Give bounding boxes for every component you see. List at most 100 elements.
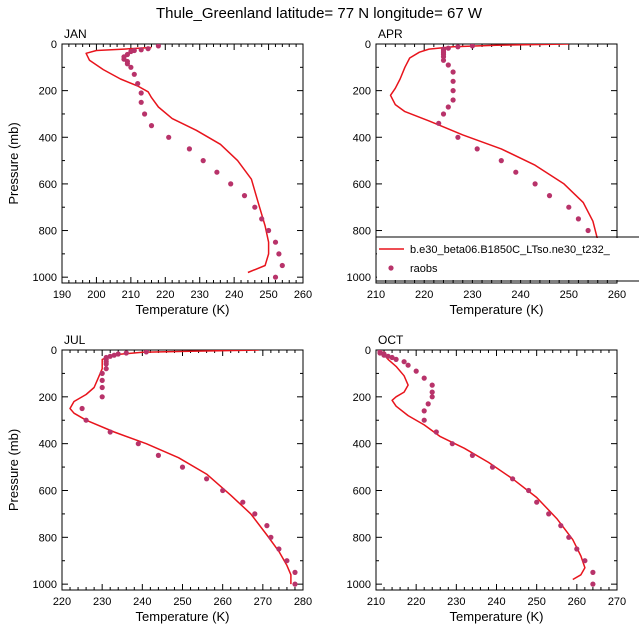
raobs-point (128, 64, 134, 70)
raobs-point (123, 350, 129, 356)
raobs-point (138, 47, 144, 53)
raobs-point (124, 61, 130, 67)
raobs-point (103, 366, 109, 372)
y-tick-label: 0 (51, 345, 57, 357)
x-tick-label: 250 (173, 596, 191, 608)
raobs-point (131, 71, 137, 77)
raobs-point (450, 97, 456, 103)
raobs-point (469, 44, 475, 49)
x-tick-label: 230 (191, 289, 209, 301)
y-tick-label: 400 (39, 132, 57, 144)
raobs-point (292, 569, 298, 576)
raobs-point (138, 90, 144, 96)
chart-panel-jan: 190 200 210 220 230 240 250 260 0 200 400 600 800 100… (6, 27, 312, 317)
chart-panel-oct: 210 220 230 240 250 260 270 0 200 400 600 800 1000 OC… (347, 333, 627, 624)
raobs-point (115, 351, 121, 357)
y-tick-label: 1000 (347, 579, 371, 591)
x-axis-title: Temperature (K) (136, 302, 230, 317)
raobs-point (469, 452, 475, 458)
raobs-point (142, 111, 148, 117)
raobs-point (241, 193, 248, 199)
y-tick-label: 400 (39, 439, 57, 451)
chart-panel-jul: 220 230 240 250 260 270 280 0 200 400 600 800 1000 JU… (6, 333, 312, 624)
raobs-point (389, 354, 395, 361)
raobs-point (103, 361, 109, 367)
x-tick-label: 230 (93, 596, 111, 608)
raobs-point (145, 46, 151, 52)
raobs-point (498, 158, 504, 164)
raobs-point (99, 370, 105, 376)
raobs-point (489, 464, 496, 470)
legend-bg (377, 238, 639, 280)
x-tick-label: 210 (122, 289, 140, 301)
raobs-point (381, 352, 387, 358)
x-tick-label: 220 (415, 289, 433, 301)
raobs-point (445, 62, 451, 68)
raobs-point (440, 111, 447, 117)
y-tick-label: 200 (353, 392, 371, 404)
raobs-point (445, 45, 451, 51)
raobs-point (128, 48, 134, 55)
raobs-point (284, 558, 290, 564)
x-axis-title: Temperature (K) (450, 609, 544, 624)
raobs-point (585, 227, 591, 234)
raobs-point (276, 546, 282, 552)
raobs-point (440, 57, 447, 63)
raobs-point (455, 134, 461, 140)
raobs-point (401, 359, 407, 365)
x-tick-label: 250 (560, 289, 578, 301)
x-axis-title: Temperature (K) (450, 302, 544, 317)
raobs-point (433, 429, 439, 435)
raobs-point (546, 511, 552, 517)
plot-data (85, 44, 285, 280)
y-tick-label: 200 (39, 392, 57, 404)
raobs-point (558, 523, 564, 529)
plot-data (69, 350, 298, 587)
y-tick-label: 800 (39, 532, 57, 544)
y-tick-label: 800 (39, 226, 57, 238)
x-tick-label: 240 (511, 289, 529, 301)
raobs-point (377, 350, 383, 356)
legend-obs-label: raobs (410, 263, 438, 275)
legend-obs-swatch (388, 265, 394, 271)
model-line (383, 351, 586, 581)
raobs-point (532, 181, 538, 187)
x-axis-title: Temperature (K) (136, 609, 230, 624)
x-tick-label: 210 (367, 289, 385, 301)
raobs-point (166, 134, 172, 140)
x-tick-label: 260 (568, 596, 586, 608)
raobs-point (385, 353, 391, 359)
raobs-point (99, 377, 105, 383)
x-tick-label: 230 (447, 596, 465, 608)
raobs-point (474, 146, 480, 152)
y-tick-label: 800 (353, 532, 371, 544)
y-axis-title: Pressure (mb) (6, 122, 21, 204)
panel-label: JUL (64, 333, 86, 347)
y-tick-label: 600 (39, 179, 57, 191)
raobs-point (186, 146, 192, 152)
raobs-point (546, 193, 553, 199)
raobs-point (99, 394, 105, 400)
x-tick-label: 260 (608, 289, 626, 301)
raobs-point (566, 534, 572, 540)
raobs-point (266, 227, 272, 234)
raobs-point (575, 216, 582, 222)
raobs-point (534, 499, 540, 505)
raobs-point (135, 81, 141, 87)
raobs-point (214, 169, 220, 175)
y-tick-label: 400 (353, 132, 371, 144)
figure-title: Thule_Greenland latitude= 77 N longitude… (156, 5, 483, 22)
x-tick-label: 260 (213, 596, 231, 608)
raobs-point (228, 181, 234, 187)
raobs-point (143, 350, 149, 355)
plot-frame (375, 43, 618, 284)
x-tick-label: 220 (156, 289, 174, 301)
model-line (389, 44, 604, 274)
panel-label: JAN (64, 27, 87, 41)
x-tick-label: 240 (225, 289, 243, 301)
raobs-point (252, 511, 258, 517)
y-tick-label: 600 (353, 485, 371, 497)
raobs-point (240, 499, 246, 505)
y-tick-label: 600 (353, 179, 371, 191)
raobs-point (590, 581, 596, 587)
